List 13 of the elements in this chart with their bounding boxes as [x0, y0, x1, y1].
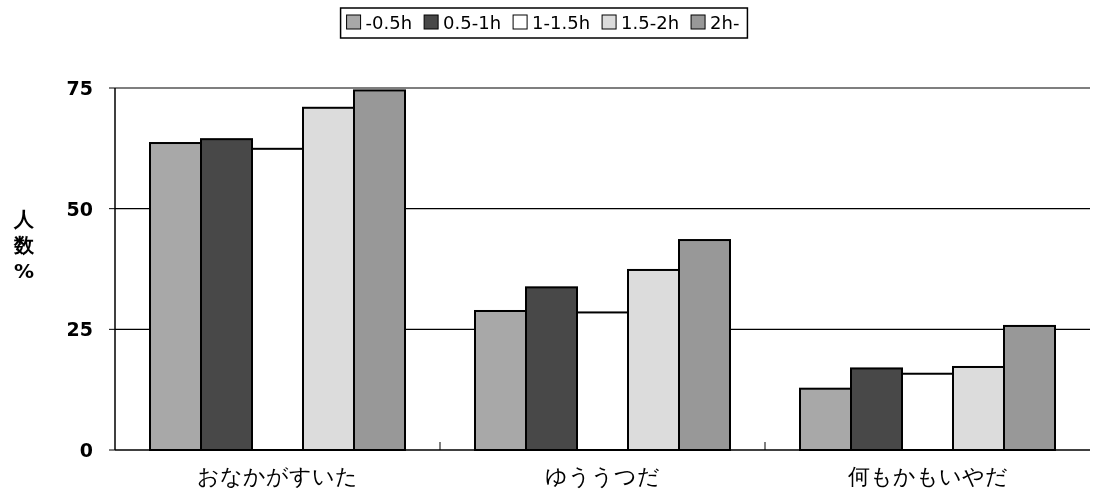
x-tick-label: ゆううつだ	[545, 464, 660, 489]
y-tick-label: 25	[66, 318, 93, 341]
legend-label: 2h-	[710, 12, 740, 33]
legend-label: 0.5-1h	[443, 12, 502, 33]
y-tick-label: 50	[66, 197, 93, 220]
y-tick-label: 75	[66, 77, 93, 99]
legend-label: -0.5h	[365, 12, 413, 33]
x-tick-label: おなかがすいた	[197, 464, 358, 489]
y-tick-label: 0	[79, 439, 93, 461]
y-axis-title: 人数%	[13, 207, 35, 283]
legend-label: 1-1.5h	[532, 12, 591, 33]
legend-label: 1.5-2h	[621, 12, 680, 33]
x-tick-label: 何もかもいやだ	[847, 464, 1008, 489]
